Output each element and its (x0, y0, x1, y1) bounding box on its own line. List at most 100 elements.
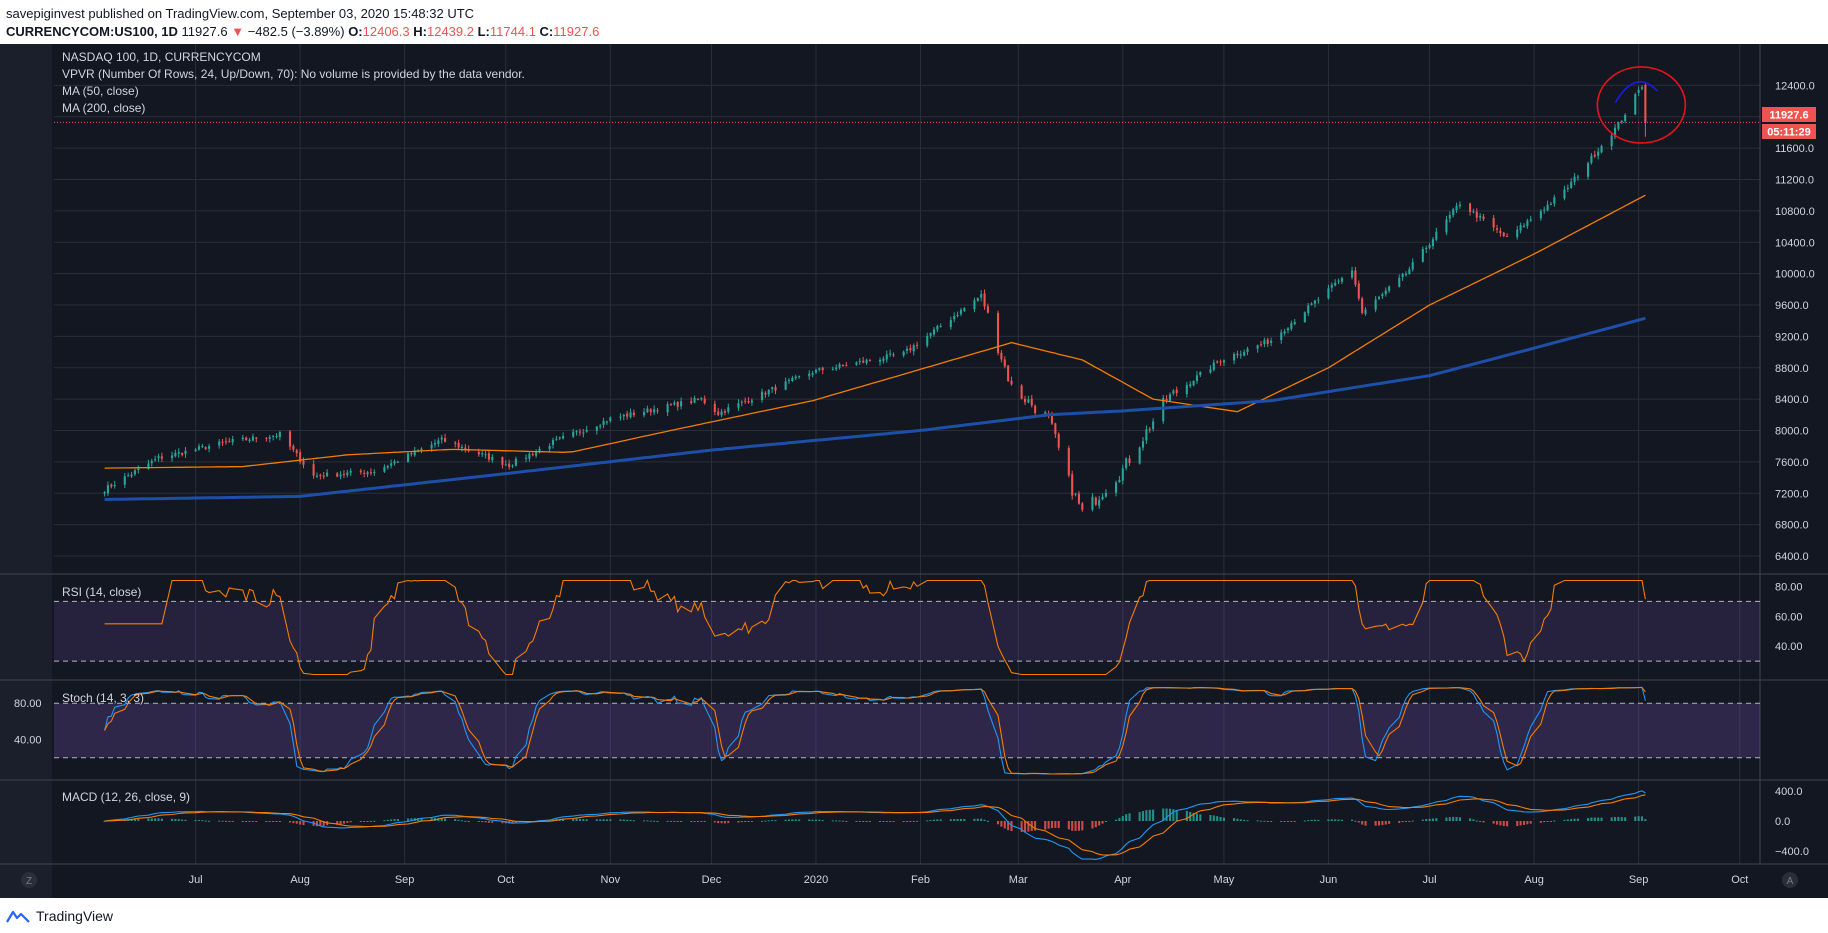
macd-tick-label: −400.0 (1775, 846, 1809, 858)
low-label: L: (477, 24, 490, 39)
macd-histogram-bar (221, 820, 224, 822)
candle-body (383, 466, 386, 472)
macd-histogram-bar (562, 818, 565, 821)
corner-buttons[interactable]: Z A (21, 872, 1798, 888)
candle-body (433, 443, 437, 445)
chart-svg[interactable]: Jul Aug Sep Oct Nov Dec 2020 Feb Mar Apr May Jun Jul… (0, 44, 1828, 898)
candle-body (973, 300, 976, 310)
macd-histogram-bar (1175, 810, 1178, 821)
candle-body (929, 333, 932, 336)
macd-histogram-bar (251, 821, 254, 822)
candle-body (774, 386, 777, 391)
macd-histogram-bar (878, 821, 882, 822)
candle-body (1118, 479, 1121, 483)
candle-body (855, 362, 858, 365)
macd-histogram-bar (916, 820, 919, 822)
price-axis-bg[interactable] (1760, 44, 1828, 898)
macd-histogram-bar (1425, 819, 1428, 821)
stoch-k-line (104, 686, 1646, 775)
macd-histogram-bar (787, 819, 791, 821)
candle-body (1452, 209, 1455, 216)
macd-histogram-bar (1098, 821, 1101, 826)
candle-body (980, 294, 983, 298)
candle-body (653, 409, 656, 413)
chart-area[interactable]: Jul Aug Sep Oct Nov Dec 2020 Feb Mar Apr May Jun Jul… (0, 44, 1828, 898)
candle-body (1071, 474, 1074, 496)
candle-body (747, 401, 750, 403)
open-value: 12406.3 (362, 24, 410, 39)
macd-histogram-bar (477, 821, 480, 822)
price-tick-label: 8000.0 (1775, 426, 1809, 438)
candle-body (902, 351, 905, 356)
stoch-title: Stoch (14, 3, 3) (62, 691, 144, 705)
macd-histogram-bar (1091, 821, 1094, 829)
candle-body (106, 485, 109, 494)
macd-histogram-bar (218, 820, 221, 822)
price-pane[interactable] (54, 82, 1760, 512)
macd-histogram-bar (1145, 810, 1148, 821)
macd-histogram-bar (1435, 818, 1438, 821)
candle-body (690, 400, 693, 404)
candle-body (315, 475, 319, 477)
macd-histogram-bar (1597, 817, 1600, 821)
rsi-pane[interactable] (54, 579, 1760, 676)
candle-body (760, 391, 764, 400)
candle-body (208, 446, 211, 449)
macd-histogram-bar (791, 819, 794, 821)
candle-body (740, 401, 743, 403)
macd-histogram-bar (717, 821, 720, 824)
candle-body (649, 409, 652, 413)
macd-histogram-bar (1286, 821, 1290, 822)
macd-histogram-bar (798, 819, 801, 821)
candle-body (983, 293, 986, 307)
candle-body (245, 437, 248, 441)
candle-body (410, 453, 413, 455)
down-arrow-icon: ▼ (231, 24, 245, 39)
candle-body (1020, 385, 1023, 399)
price-tick-label: 10800.0 (1775, 206, 1815, 218)
macd-histogram-bar (1546, 821, 1549, 822)
candle-body (1165, 398, 1168, 401)
annotations (1596, 66, 1687, 144)
candle-body (1350, 270, 1354, 278)
candle-body (1495, 228, 1499, 230)
candle-body (771, 387, 774, 389)
zoom-button[interactable] (21, 872, 37, 888)
macd-histogram-bar (1232, 818, 1236, 821)
macd-histogram-bar (1290, 821, 1293, 822)
candle-body (390, 463, 393, 466)
candle-body (1199, 372, 1202, 376)
macd-tick-label: 400.0 (1775, 786, 1803, 798)
macd-histogram-bar (373, 820, 376, 822)
price-tick-label: 11200.0 (1775, 175, 1814, 187)
close-label: C: (539, 24, 554, 39)
price-tick-label: 8400.0 (1775, 394, 1809, 406)
candle-body (1354, 270, 1357, 285)
macd-histogram-bar (278, 821, 281, 822)
macd-histogram-bar (1502, 821, 1505, 827)
candle-body (909, 348, 912, 351)
rsi-tick-label: 60.00 (1775, 611, 1803, 623)
candle-body (1175, 389, 1178, 394)
macd-histogram-bar (1384, 821, 1387, 825)
macd-histogram-bar (1077, 821, 1080, 831)
candle-body (1307, 305, 1310, 314)
auto-scale-button[interactable] (1782, 872, 1798, 888)
macd-histogram-bar (889, 821, 892, 822)
macd-histogram-bar (1492, 821, 1495, 824)
macd-histogram-bar (959, 818, 962, 821)
macd-pane[interactable] (103, 790, 1647, 860)
candle-body (1098, 499, 1101, 506)
left-toolbar[interactable] (0, 44, 52, 898)
candle-body (110, 484, 113, 487)
macd-histogram-bar (1044, 821, 1047, 830)
macd-histogram-bar (619, 819, 622, 821)
stoch-pane[interactable] (54, 686, 1760, 775)
macd-histogram-bar (1566, 819, 1569, 821)
macd-histogram-bar (275, 821, 278, 822)
macd-histogram-bar (693, 821, 696, 822)
macd-histogram-bar (1404, 821, 1408, 822)
candle-body (1566, 187, 1569, 189)
macd-histogram-bar (626, 819, 629, 821)
candle-body (295, 450, 298, 454)
